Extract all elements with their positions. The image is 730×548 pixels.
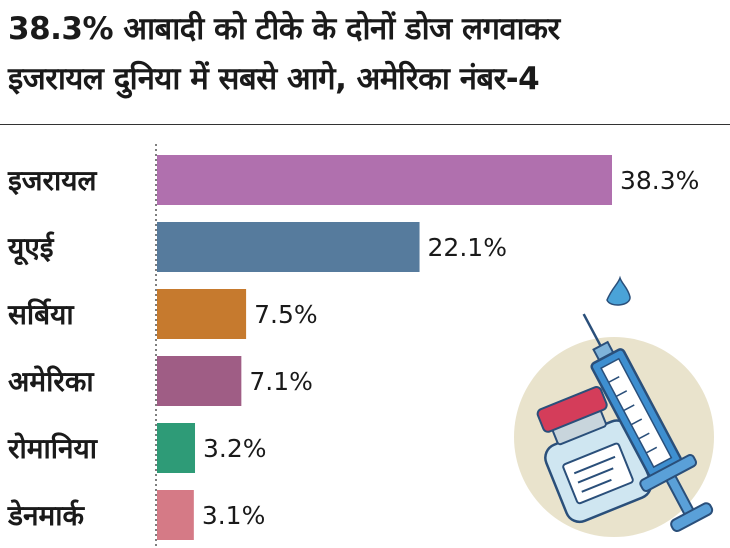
bar xyxy=(157,423,196,473)
category-label: डेनमार्क xyxy=(7,499,86,532)
bar xyxy=(157,356,242,406)
bar xyxy=(157,155,612,205)
value-label: 7.1% xyxy=(249,367,313,396)
droplet-icon xyxy=(606,275,631,306)
category-label: सर्बिया xyxy=(7,298,75,331)
value-label: 3.1% xyxy=(202,501,266,530)
value-label: 38.3% xyxy=(620,166,699,195)
bars-layer: इजरायल 38.3% यूएई 22.1% सर्बिया 7.5% अमेरिका 7.… xyxy=(7,155,699,540)
vial-icon xyxy=(536,386,653,524)
syringe-icon xyxy=(582,313,714,532)
title-line-1: 38.3% आबादी को टीके के दोनों डोज लगवाकर xyxy=(8,11,560,47)
bar xyxy=(157,289,247,339)
title-divider xyxy=(0,124,730,125)
category-label: अमेरिका xyxy=(8,365,95,398)
category-label: रोमानिया xyxy=(7,432,99,465)
title-line-2: इजरायल दुनिया में सबसे आगे, अमेरिका नंबर… xyxy=(8,61,540,97)
value-label: 3.2% xyxy=(203,434,267,463)
bar xyxy=(157,490,194,540)
value-label: 7.5% xyxy=(254,300,318,329)
bar xyxy=(157,222,420,272)
value-label: 22.1% xyxy=(428,233,507,262)
chart-title: 38.3% आबादी को टीके के दोनों डोज लगवाकर … xyxy=(8,4,724,104)
syringe-vial-illustration xyxy=(514,275,714,537)
category-label: यूएई xyxy=(7,231,55,266)
category-label: इजरायल xyxy=(7,164,97,197)
